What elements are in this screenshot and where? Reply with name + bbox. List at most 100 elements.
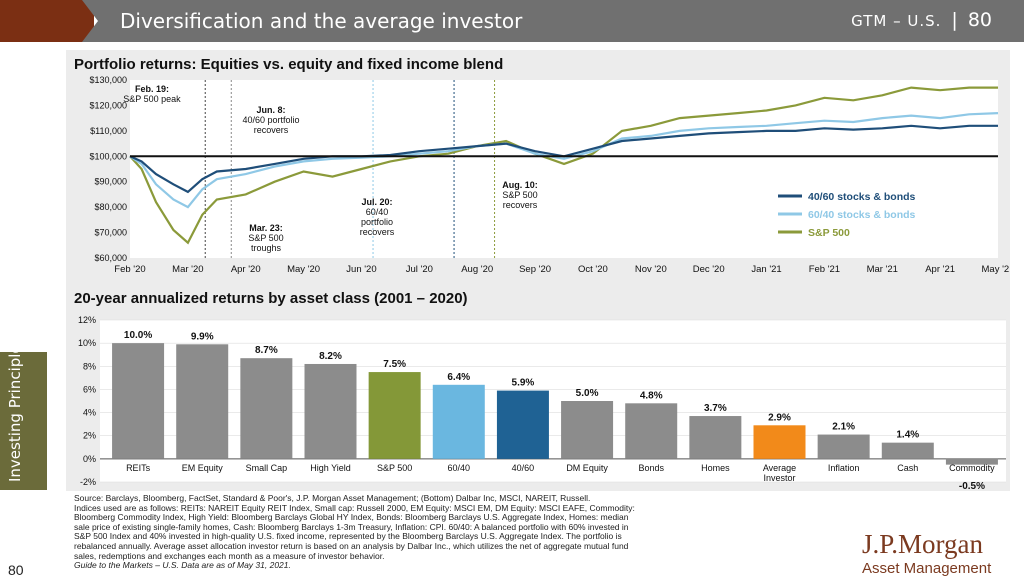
logo-subtitle: Asset Management	[862, 560, 992, 577]
bar	[304, 363, 357, 459]
bar	[881, 442, 934, 459]
charts-svg: Portfolio returns: Equities vs. equity a…	[74, 56, 1014, 492]
bar-value-label: 9.9%	[191, 331, 214, 342]
category-label: 40/60	[512, 463, 535, 473]
y-tick-label: $120,000	[89, 100, 127, 110]
bar-chart-title: 20-year annualized returns by asset clas…	[74, 290, 468, 307]
x-tick-label: May '21	[982, 264, 1010, 275]
bar	[112, 343, 165, 459]
source-notes: Source: Barclays, Bloomberg, FactSet, St…	[74, 494, 844, 571]
line-chart: Portfolio returns: Equities vs. equity a…	[74, 56, 1014, 275]
x-tick-label: Jan '21	[751, 264, 781, 275]
annotation-text: troughs	[251, 243, 282, 253]
source-line: Indices used are as follows: REITs: NARE…	[74, 503, 635, 513]
line-chart-title: Portfolio returns: Equities vs. equity a…	[74, 56, 503, 73]
bar-value-label: 2.1%	[832, 422, 855, 433]
y-tick-label: 8%	[83, 361, 96, 371]
header-accent	[0, 0, 94, 42]
category-label: Small Cap	[246, 463, 288, 473]
y-tick-label: $130,000	[89, 75, 127, 85]
x-tick-label: Dec '20	[693, 264, 725, 275]
x-tick-label: Apr '20	[231, 264, 261, 275]
y-tick-label: $70,000	[94, 228, 127, 238]
x-tick-label: Jun '20	[346, 264, 376, 275]
jpmorgan-logo: J.P.Morgan Asset Management	[862, 530, 1012, 577]
category-label: EM Equity	[182, 463, 224, 473]
category-label: 60/40	[448, 463, 471, 473]
bar-value-label: 7.5%	[383, 359, 406, 370]
x-tick-label: Oct '20	[578, 264, 608, 275]
y-tick-label: 6%	[83, 384, 96, 394]
annotation-text: Mar. 23:	[249, 223, 283, 233]
bar-value-label: 1.4%	[896, 430, 919, 441]
annotation-text: recovers	[360, 227, 395, 237]
annotation-text: Jul. 20:	[361, 197, 392, 207]
source-line: S&P 500 Index and 40% invested in high-q…	[74, 532, 622, 542]
bar	[689, 416, 742, 459]
source-line: Bloomberg Commodity Index, High Yield: B…	[74, 513, 629, 523]
annotation-text: S&P 500	[502, 190, 537, 200]
series-line	[129, 124, 998, 194]
x-tick-label: Nov '20	[635, 264, 667, 275]
y-tick-label: 2%	[83, 431, 96, 441]
category-label: REITs	[126, 463, 151, 473]
y-tick-label: -2%	[80, 477, 96, 487]
bar-value-label: 8.7%	[255, 345, 278, 356]
sidebar-tab: Investing Principles	[0, 337, 47, 490]
legend-label: S&P 500	[808, 227, 850, 239]
bar	[432, 384, 485, 459]
x-tick-label: May '20	[287, 264, 320, 275]
bar	[561, 401, 614, 459]
annotation-text: Feb. 19:	[135, 84, 169, 94]
bar-value-label: 3.7%	[704, 403, 727, 414]
category-label: Cash	[897, 463, 918, 473]
bar	[817, 434, 870, 459]
bar-value-label: 2.9%	[768, 412, 791, 423]
category-label: S&P 500	[377, 463, 412, 473]
bar-value-label: 10.0%	[124, 330, 152, 341]
annotation-text: S&P 500 peak	[123, 94, 181, 104]
category-label: Commodity	[949, 463, 995, 473]
bar-value-label: 4.8%	[640, 390, 663, 401]
chart-panel: Portfolio returns: Equities vs. equity a…	[66, 50, 1014, 492]
page-number: 80	[8, 562, 24, 578]
source-line: Source: Barclays, Bloomberg, FactSet, St…	[74, 494, 591, 503]
category-label: DM Equity	[566, 463, 608, 473]
header-bar: Diversification and the average investor…	[0, 0, 1024, 42]
category-label: Inflation	[828, 463, 860, 473]
category-label: Average	[763, 463, 796, 473]
annotation-text: recovers	[254, 125, 289, 135]
bar-plot-area	[100, 320, 1006, 482]
x-tick-label: Jul '20	[406, 264, 433, 275]
logo-name: J.P.Morgan	[862, 529, 984, 559]
y-tick-label: $60,000	[94, 253, 127, 263]
header-tag: GTM – U.S.	[851, 12, 942, 30]
bar-value-label: -0.5%	[959, 481, 985, 491]
source-line: rebalanced annually. Average asset alloc…	[74, 541, 629, 551]
bar	[625, 403, 678, 459]
line-plot-area	[130, 80, 998, 258]
y-tick-label: 10%	[78, 338, 96, 348]
category-label: Homes	[701, 463, 730, 473]
legend-label: 60/40 stocks & bonds	[808, 209, 916, 221]
annotation-text: S&P 500	[248, 233, 283, 243]
header-right: GTM – U.S. | 80	[851, 9, 992, 31]
bar	[496, 390, 549, 459]
y-tick-label: 0%	[83, 454, 96, 464]
series-line	[129, 112, 999, 209]
page-title: Diversification and the average investor	[120, 9, 523, 33]
header-band	[82, 0, 1024, 42]
header-separator: |	[951, 9, 958, 31]
x-tick-label: Feb '21	[809, 264, 840, 275]
x-tick-label: Mar '20	[172, 264, 203, 275]
header-page-number: 80	[967, 9, 992, 31]
legend-label: 40/60 stocks & bonds	[808, 191, 916, 203]
annotation-text: Aug. 10:	[502, 180, 538, 190]
category-label: Bonds	[638, 463, 664, 473]
sidebar-label: Investing Principles	[6, 336, 24, 482]
annotation-text: 40/60 portfolio	[242, 115, 299, 125]
source-line: sales, redemptions and exchanges each mo…	[74, 551, 385, 561]
annotation-text: portfolio	[361, 217, 393, 227]
y-tick-label: $90,000	[94, 177, 127, 187]
bar-value-label: 8.2%	[319, 351, 342, 362]
